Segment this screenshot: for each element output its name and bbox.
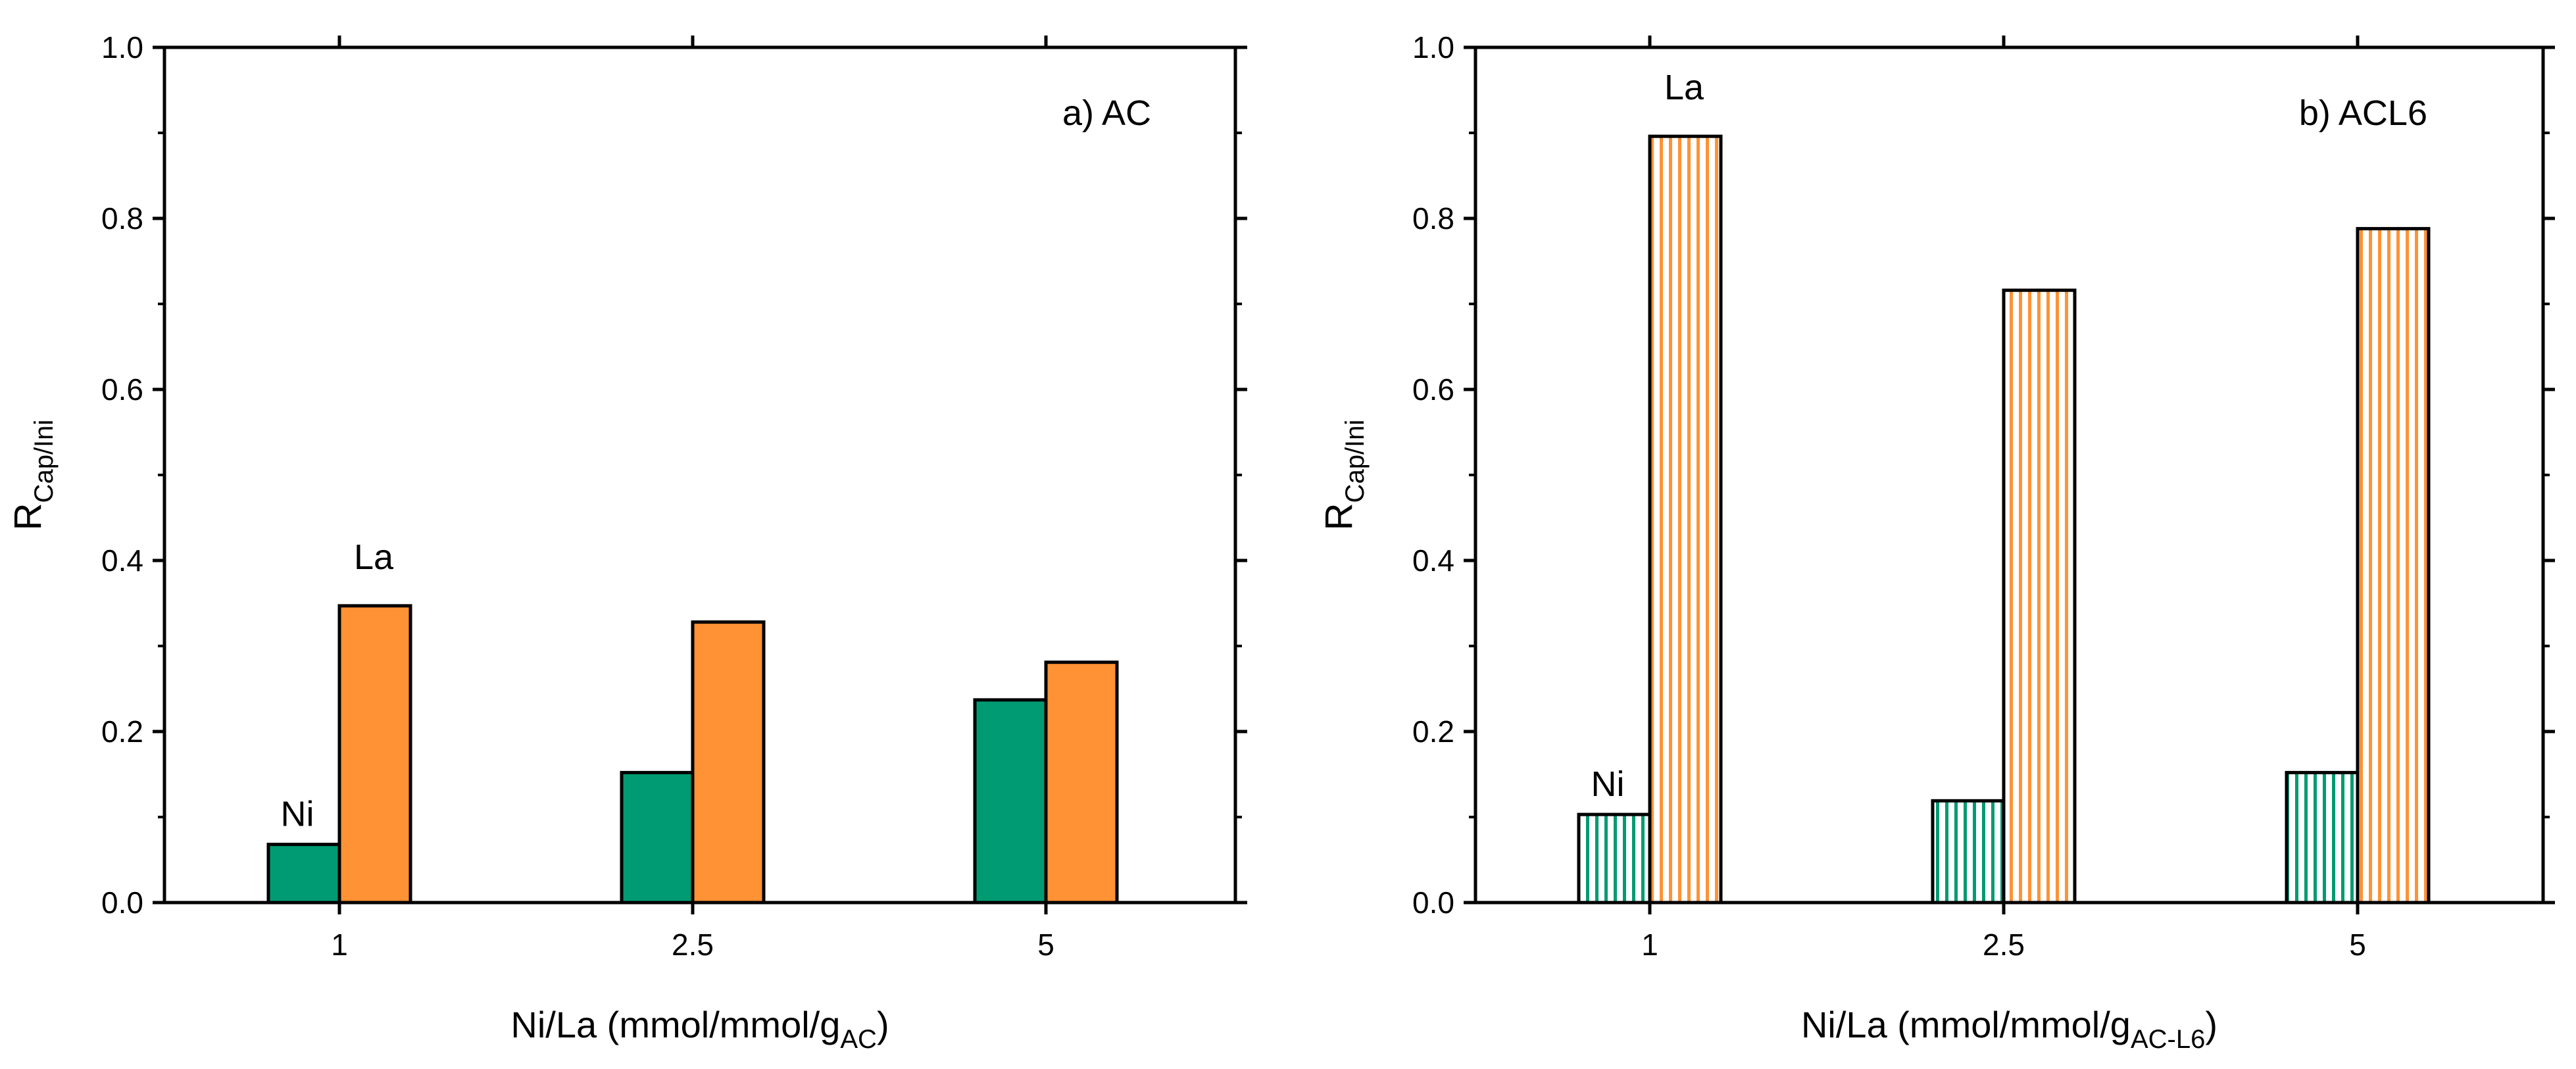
- x-axis-label-sub: AC-L6: [2131, 1025, 2205, 1054]
- bar-ni-5: [973, 698, 1048, 905]
- panel-label: b) ACL6: [2299, 93, 2427, 133]
- y-axis-label-sub: Cap/Ini: [30, 420, 59, 503]
- y-tick-label: 0.0: [101, 885, 143, 920]
- x-tick-label: 1: [331, 928, 348, 962]
- y-tick-label: 0.4: [1412, 543, 1454, 578]
- x-axis-label: Ni/La (mmol/mmol/gAC-L6): [1801, 1004, 2217, 1054]
- bar-ni-2_5: [620, 770, 695, 905]
- bar-la-2_5: [2002, 288, 2077, 905]
- y-tick-label: 0.4: [101, 543, 143, 578]
- y-tick-label: 0.2: [101, 714, 143, 749]
- x-axis-label-main: Ni/La (mmol/mmol/g: [510, 1004, 840, 1045]
- annotation-la: La: [354, 537, 394, 577]
- x-tick-label: 2.5: [1983, 928, 2025, 962]
- annotation-ni: Ni: [1591, 764, 1625, 804]
- y-tick-label: 0.8: [101, 201, 143, 236]
- x-axis-label-end: ): [877, 1004, 889, 1045]
- bar-la-2_5: [691, 620, 766, 905]
- x-axis-label: Ni/La (mmol/mmol/gAC): [510, 1004, 889, 1054]
- bar-ni-1: [1577, 812, 1652, 905]
- y-axis-label-main: R: [1318, 503, 1360, 530]
- panel-b: 0.0 0.2 0.4 0.6 0.8 1.0 1 2.5 5 b) ACL6 Ni La Ni/La …: [1318, 30, 2555, 1054]
- x-tick-label: 5: [1037, 928, 1054, 962]
- y-tick-label: 0.6: [1412, 372, 1454, 407]
- y-tick-label: 0.6: [101, 372, 143, 407]
- bar-la-5: [2356, 227, 2431, 905]
- bar-la-5: [1044, 660, 1119, 905]
- bar-ni-1: [266, 843, 341, 905]
- y-axis-label: RCap/Ini: [7, 420, 59, 531]
- x-tick-label: 2.5: [672, 928, 714, 962]
- y-tick-label: 0.8: [1412, 201, 1454, 236]
- annotation-ni: Ni: [281, 795, 314, 834]
- x-axis-label-main: Ni/La (mmol/mmol/g: [1801, 1004, 2131, 1045]
- y-tick-label: 0.2: [1412, 714, 1454, 749]
- x-tick-label: 1: [1641, 928, 1658, 962]
- bar-la-1: [337, 604, 412, 905]
- panel-a: 0.0 0.2 0.4 0.6 0.8 1.0 1 2.5 5 a) AC Ni La Ni/La (m…: [7, 30, 1247, 1054]
- x-axis-label-end: ): [2205, 1004, 2217, 1045]
- x-tick-label: 5: [2349, 928, 2366, 962]
- bar-ni-5: [2285, 770, 2360, 905]
- y-axis-label: RCap/Ini: [1318, 420, 1370, 531]
- bar-ni-2_5: [1931, 799, 2006, 905]
- x-axis-label-sub: AC: [840, 1025, 877, 1054]
- y-axis-label-sub: Cap/Ini: [1341, 420, 1370, 503]
- y-tick-label: 0.0: [1412, 885, 1454, 920]
- y-tick-label: 1.0: [101, 30, 143, 64]
- bar-la-1: [1648, 134, 1723, 905]
- y-tick-label: 1.0: [1412, 30, 1454, 64]
- annotation-la: La: [1664, 68, 1704, 107]
- panel-label: a) AC: [1062, 93, 1151, 133]
- y-axis-label-main: R: [7, 503, 49, 530]
